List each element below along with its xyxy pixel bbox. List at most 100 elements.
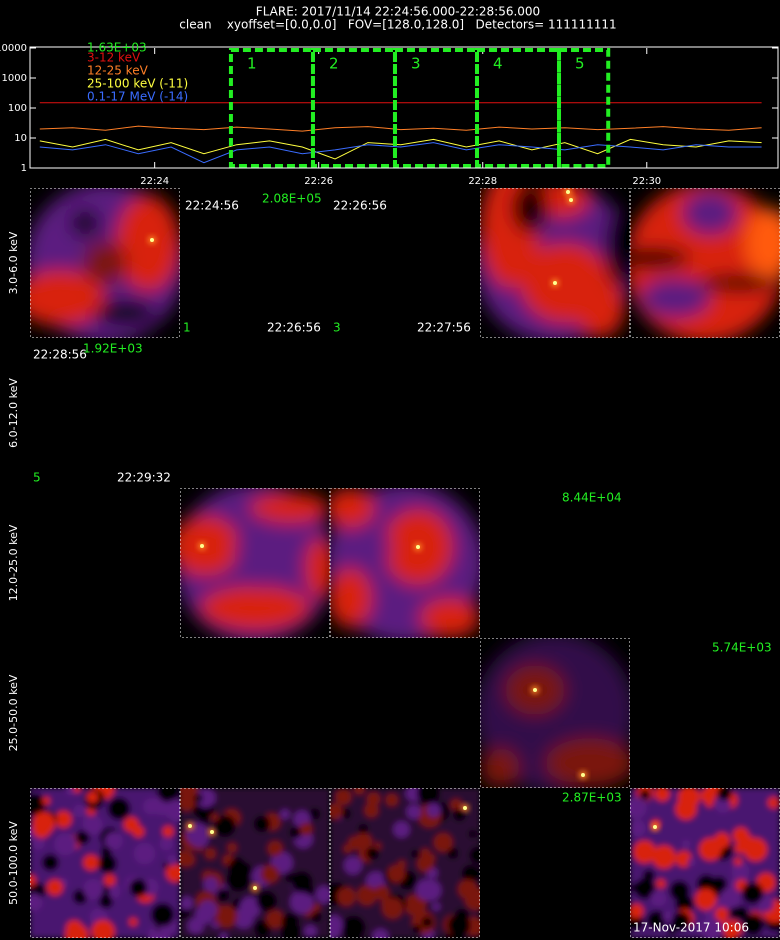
x-tick-label: 22:24	[140, 176, 169, 187]
texture-blob	[104, 831, 123, 850]
texture-blob	[447, 847, 459, 859]
texture-blob	[97, 854, 117, 874]
map-image	[330, 488, 480, 638]
texture-blob	[203, 877, 219, 892]
texture-blob	[133, 842, 156, 865]
texture-blob	[83, 878, 104, 900]
texture-blob	[165, 863, 180, 883]
texture-blob	[204, 848, 217, 860]
texture-blob	[426, 803, 441, 818]
texture-blob	[366, 846, 380, 860]
texture-blob	[410, 849, 420, 859]
map-image	[180, 488, 330, 638]
map-texture	[30, 788, 180, 938]
texture-blob	[32, 811, 56, 835]
x-tick-label: 22:30	[632, 176, 661, 187]
map-border	[30, 188, 180, 338]
texture-blob	[193, 793, 203, 803]
source	[569, 198, 573, 202]
image-grid	[30, 188, 780, 938]
texture-blob	[743, 837, 768, 862]
texture-blob	[54, 832, 77, 856]
map-texture	[180, 788, 330, 938]
row-label: 50.0-100.0 keV	[7, 821, 20, 905]
subtitle: clean xyoffset=[0.0,0.0] FOV=[128.0,128.…	[179, 18, 616, 32]
blob	[305, 538, 330, 598]
texture-blob	[82, 815, 97, 831]
texture-blob	[406, 804, 422, 820]
texture-blob	[83, 854, 100, 871]
map-border	[330, 488, 480, 638]
map-texture	[630, 788, 780, 938]
texture-blob	[677, 788, 701, 809]
texture-blob	[632, 840, 656, 864]
map-border	[180, 788, 330, 938]
texture-blob	[30, 893, 43, 912]
source	[653, 825, 657, 829]
texture-blob	[670, 911, 691, 932]
texture-blob	[253, 815, 271, 833]
map-border	[480, 638, 630, 788]
blob	[116, 195, 180, 291]
texture-blob	[308, 808, 321, 820]
texture-blob	[416, 788, 440, 805]
annotation: 1.92E+03	[83, 342, 143, 356]
texture-blob	[731, 862, 750, 881]
annotation: 22:29:32	[117, 471, 171, 485]
interval-box	[392, 48, 479, 168]
texture-blob	[415, 879, 437, 901]
blob	[545, 738, 630, 788]
texture-blob	[107, 797, 131, 821]
interval-label: 5	[575, 55, 585, 73]
y-tick-label: 1	[21, 163, 27, 174]
blob	[330, 568, 372, 628]
texture-blob	[99, 894, 113, 909]
texture-blob	[214, 905, 238, 928]
texture-blob	[698, 837, 723, 861]
texture-blob	[699, 917, 724, 938]
texture-blob	[385, 793, 399, 807]
texture-blob	[289, 826, 302, 839]
texture-blob	[30, 874, 37, 887]
texture-blob	[265, 910, 285, 929]
map-border	[30, 788, 180, 938]
texture-blob	[315, 885, 330, 904]
map-blobs	[630, 188, 780, 338]
source	[200, 544, 204, 548]
texture-blob	[128, 917, 138, 927]
interval-label: 2	[329, 55, 339, 73]
texture-blob	[159, 837, 173, 851]
texture-blob	[742, 913, 764, 936]
row-label: 3.0-6.0 keV	[7, 231, 20, 294]
texture-blob	[30, 793, 47, 816]
texture-blob	[73, 788, 82, 793]
texture-blob	[290, 890, 314, 914]
texture-blob	[669, 880, 690, 901]
texture-blob	[189, 827, 209, 848]
texture-blob	[164, 799, 180, 823]
texture-blob	[358, 823, 369, 834]
blob	[512, 188, 548, 233]
texture-blob	[654, 788, 670, 802]
source	[553, 281, 557, 285]
map-blobs	[180, 488, 330, 638]
texture-blob	[387, 864, 406, 883]
texture-blob	[412, 924, 422, 934]
texture-blob	[733, 857, 743, 866]
map-texture	[330, 788, 480, 938]
texture-blob	[219, 932, 228, 938]
texture-blob	[714, 796, 731, 813]
texture-blob	[100, 845, 112, 857]
x-tick-label: 22:28	[468, 176, 497, 187]
texture-blob	[54, 810, 72, 828]
texture-blob	[343, 856, 363, 875]
source	[253, 886, 257, 890]
blob	[420, 598, 480, 638]
interval-label: 1	[247, 55, 257, 73]
texture-blob	[468, 829, 477, 839]
texture-blob	[267, 840, 283, 857]
texture-blob	[651, 845, 676, 869]
texture-blob	[639, 789, 651, 801]
texture-blob	[64, 923, 89, 938]
